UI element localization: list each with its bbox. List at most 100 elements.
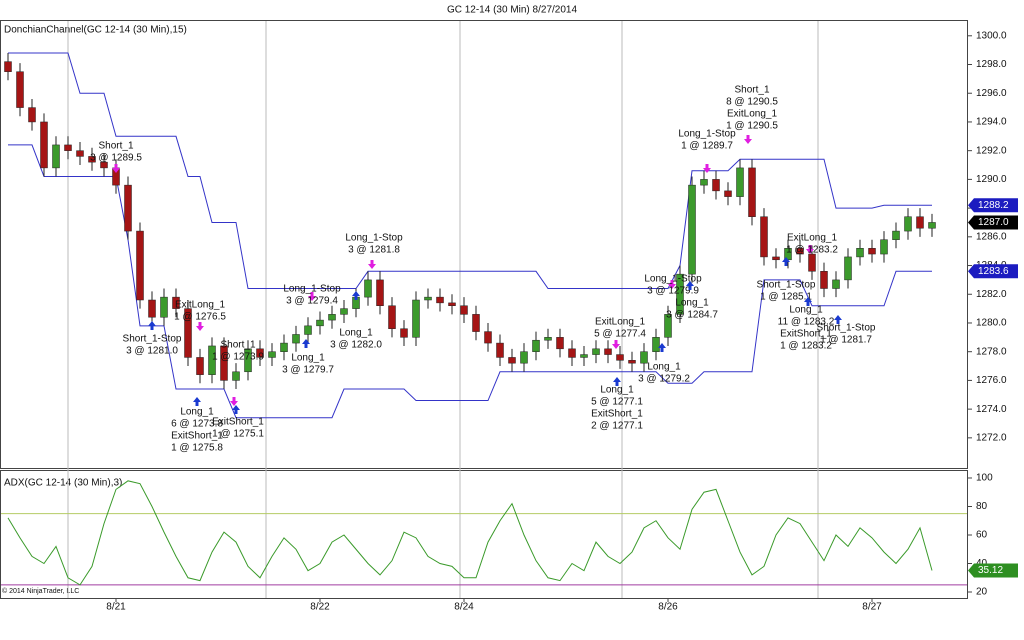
candle-body bbox=[268, 351, 276, 358]
trade-annotation: Short_1-Stop bbox=[817, 323, 876, 334]
candle-body bbox=[556, 337, 564, 350]
x-tick-label: 8/21 bbox=[106, 602, 126, 613]
donchian-upper bbox=[8, 52, 932, 290]
candle-body bbox=[376, 279, 384, 306]
trade-arrow bbox=[804, 297, 812, 306]
trade-annotation: 8 @ 1290.5 bbox=[726, 97, 778, 108]
candle-body bbox=[208, 345, 216, 375]
trade-arrow bbox=[686, 281, 694, 290]
candle-body bbox=[844, 256, 852, 281]
trade-annotation: 1 @ 1289.7 bbox=[681, 141, 733, 152]
trade-annotation: 3 @ 1284.7 bbox=[666, 310, 718, 321]
trade-annotation: 3 @ 1279.7 bbox=[282, 365, 334, 376]
trade-annotation: 1 @ 1281.7 bbox=[820, 335, 872, 346]
trade-arrow bbox=[668, 280, 676, 289]
y-tick-label: 20 bbox=[976, 587, 988, 598]
candle-body bbox=[472, 314, 480, 332]
trade-arrow bbox=[230, 397, 238, 406]
trade-annotation: 5 @ 1277.1 bbox=[591, 397, 643, 408]
candle-body bbox=[4, 61, 12, 72]
y-tick-label: 1274.0 bbox=[976, 404, 1007, 415]
candle-body bbox=[220, 345, 228, 381]
candle-body bbox=[172, 296, 180, 309]
trade-annotation: Long_1 bbox=[675, 298, 709, 309]
trade-annotation: Long_1-Stop bbox=[678, 129, 736, 140]
candle-body bbox=[520, 351, 528, 364]
y-tick-label: 1282.0 bbox=[976, 289, 1007, 300]
candle-body bbox=[820, 271, 828, 289]
candle-body bbox=[292, 334, 300, 344]
trade-annotation: 1 @ 1275.1 bbox=[212, 429, 264, 440]
trade-annotation: Long_1 bbox=[339, 328, 373, 339]
trade-annotation: Long_1-Stop bbox=[283, 284, 341, 295]
candle-body bbox=[832, 279, 840, 289]
candle-body bbox=[808, 253, 816, 272]
trade-annotation: 2 @ 1277.1 bbox=[591, 421, 643, 432]
candle-body bbox=[700, 179, 708, 186]
candle-body bbox=[256, 348, 264, 358]
candle-body bbox=[388, 305, 396, 329]
adx-panel-label: ADX(GC 12-14 (30 Min),3) bbox=[4, 478, 122, 489]
candle-body bbox=[124, 184, 132, 232]
trade-annotation: 1 @ 1283.2 bbox=[780, 341, 832, 352]
trade-annotation: ExitShort_1 bbox=[171, 431, 223, 442]
candle-body bbox=[88, 156, 96, 163]
candle-body bbox=[580, 354, 588, 358]
trade-annotation: Short_1-Stop bbox=[757, 280, 816, 291]
candle-body bbox=[100, 161, 108, 169]
trade-annotation: Long_1 bbox=[789, 305, 823, 316]
adx-marker-label: 35.12 bbox=[978, 565, 1003, 576]
candle-body bbox=[436, 296, 444, 304]
candle-body bbox=[748, 167, 756, 217]
candle-body bbox=[28, 107, 36, 123]
trade-annotation: 3 @ 1289.5 bbox=[90, 153, 142, 164]
candle-body bbox=[148, 299, 156, 318]
trade-annotation: 3 @ 1282.0 bbox=[330, 340, 382, 351]
price-panel bbox=[0, 20, 968, 469]
price-marker bbox=[968, 264, 1018, 279]
chart-title: GC 12-14 (30 Min) 8/27/2014 bbox=[447, 5, 578, 16]
adx-line bbox=[7, 480, 933, 586]
x-tick-label: 8/27 bbox=[862, 602, 882, 613]
y-tick-label: 1272.0 bbox=[976, 432, 1007, 443]
trade-arrow bbox=[612, 340, 620, 349]
trade-annotation: Short_1 bbox=[220, 340, 255, 351]
trade-annotation: ExitShort_1 bbox=[591, 409, 643, 420]
trade-annotation: ExitShort_1 bbox=[780, 329, 832, 340]
y-tick-label: 60 bbox=[976, 530, 988, 541]
candle-body bbox=[316, 319, 324, 327]
candle-body bbox=[160, 296, 168, 318]
trade-annotation: ExitLong_1 bbox=[727, 109, 777, 120]
trade-arrow bbox=[834, 315, 842, 324]
trade-annotation: ExitLong_1 bbox=[787, 233, 837, 244]
candle-body bbox=[136, 230, 144, 301]
y-tick-label: 1278.0 bbox=[976, 346, 1007, 357]
candle-body bbox=[604, 348, 612, 355]
candle-body bbox=[244, 348, 252, 373]
trade-annotation: Short_1 bbox=[734, 85, 769, 96]
trade-arrow bbox=[302, 339, 310, 348]
trade-annotation: 6 @ 1273.8 bbox=[171, 419, 223, 430]
y-tick-label: 1292.0 bbox=[976, 145, 1007, 156]
candle-body bbox=[400, 328, 408, 338]
trade-annotation: Short_1 bbox=[98, 141, 133, 152]
trade-arrow bbox=[232, 405, 240, 414]
candle-body bbox=[712, 179, 720, 192]
trade-annotation: 1 @ 1285.1 bbox=[760, 292, 812, 303]
candle-body bbox=[340, 308, 348, 315]
trade-arrow bbox=[112, 164, 120, 173]
trade-annotation: 1 @ 1275.8 bbox=[171, 443, 223, 454]
candle-body bbox=[760, 216, 768, 258]
candle-body bbox=[568, 348, 576, 358]
trade-annotation: 1 @ 1290.5 bbox=[726, 121, 778, 132]
price-panel-label: DonchianChannel(GC 12-14 (30 Min),15) bbox=[4, 25, 187, 36]
price-marker-label: 1287.0 bbox=[978, 217, 1009, 228]
trade-arrow bbox=[193, 397, 201, 406]
price-marker-label: 1283.6 bbox=[978, 266, 1009, 277]
trade-arrow bbox=[744, 135, 752, 144]
trade-annotation: Long_1 bbox=[291, 353, 325, 364]
candle-body bbox=[904, 216, 912, 232]
candle-body bbox=[328, 314, 336, 321]
y-tick-label: 1290.0 bbox=[976, 174, 1007, 185]
